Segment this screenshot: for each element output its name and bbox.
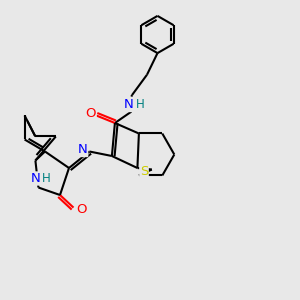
Text: H: H — [41, 172, 50, 185]
Text: S: S — [140, 165, 148, 178]
Text: N: N — [124, 98, 133, 112]
Text: N: N — [31, 172, 40, 185]
Text: H: H — [136, 98, 145, 112]
Text: N: N — [78, 143, 88, 157]
Text: O: O — [76, 202, 86, 216]
Text: O: O — [86, 107, 96, 121]
